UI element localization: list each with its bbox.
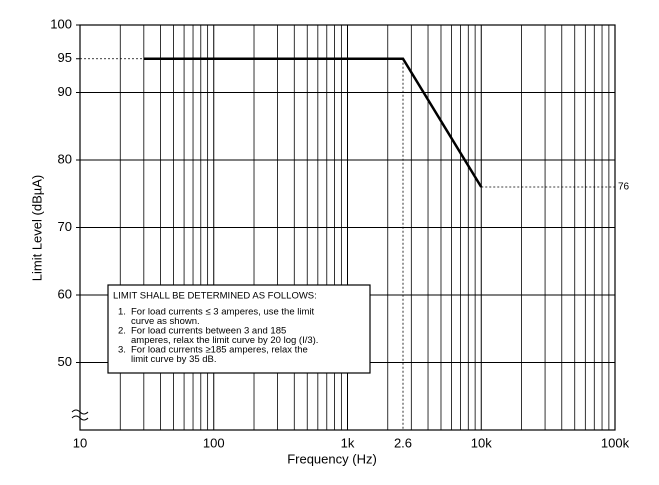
value-label: 76: [618, 182, 630, 193]
note-text: limit curve by 35 dB.: [131, 354, 217, 365]
limit-line: [143, 57, 483, 188]
note-title: LIMIT SHALL BE DETERMINED AS FOLLOWS:: [113, 291, 317, 302]
x-tick-label: 100k: [601, 435, 630, 450]
y-axis-label: Limit Level (dBµA): [29, 175, 44, 281]
x-tick-label: 10k: [471, 435, 492, 450]
x-tick-label: 1k: [341, 435, 355, 450]
y-tick-label: 90: [58, 84, 72, 99]
note-text: curve as shown.: [131, 316, 200, 327]
y-tick-label: 95: [58, 50, 72, 65]
y-tick-label: 50: [58, 354, 72, 369]
note-marker: 2.: [118, 326, 126, 337]
x-tick-label: 10: [73, 435, 87, 450]
x-tick-label: 2.6: [394, 435, 412, 450]
y-tick-label: 100: [50, 16, 72, 31]
y-tick-label: 80: [58, 151, 72, 166]
note-text: amperes, relax the limit curve by 20 log…: [131, 335, 318, 346]
note-marker: 3.: [118, 345, 126, 356]
y-tick-label: 70: [58, 219, 72, 234]
note-box: [107, 284, 371, 374]
plot-frame: [79, 24, 616, 431]
note-text: For load currents ≥185 amperes, relax th…: [131, 345, 308, 356]
note-text: For load currents ≤ 3 amperes, use the l…: [131, 307, 315, 318]
axis-break: [71, 409, 89, 421]
note-text: For load currents between 3 and 185: [131, 326, 286, 337]
x-tick-label: 100: [203, 435, 225, 450]
note-marker: 1.: [118, 307, 126, 318]
x-axis-label: Frequency (Hz): [287, 451, 377, 466]
y-tick-label: 60: [58, 286, 72, 301]
